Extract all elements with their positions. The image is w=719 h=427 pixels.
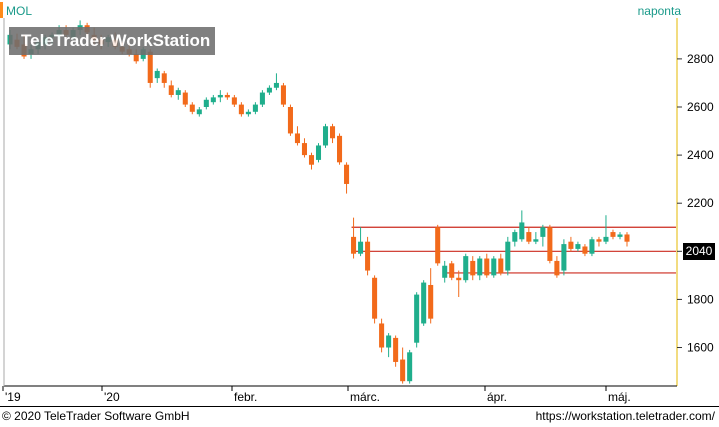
x-tick-label: ápr. xyxy=(487,390,507,404)
candle-down xyxy=(189,104,195,112)
candle-up xyxy=(210,97,216,103)
axes: 1600180020002200240026002800'19'20febr.m… xyxy=(2,52,714,404)
candle-up xyxy=(533,239,539,242)
candle-up xyxy=(603,236,609,242)
candle-down xyxy=(308,155,315,165)
candle-down xyxy=(435,227,441,264)
candle-down xyxy=(547,227,553,261)
plot-area xyxy=(3,18,678,387)
candle-down xyxy=(231,97,237,105)
x-tick-label: '19 xyxy=(5,390,21,404)
candle-up xyxy=(175,90,181,95)
candle-up xyxy=(589,239,595,254)
candle-down xyxy=(147,51,153,83)
candle-down xyxy=(351,236,357,254)
candle-up xyxy=(407,352,413,382)
candle-up xyxy=(491,258,497,276)
candle-up xyxy=(421,282,427,324)
y-tick-label: 2400 xyxy=(687,148,714,162)
x-tick-label: máj. xyxy=(608,390,631,404)
candle-down xyxy=(168,85,174,95)
candle-down xyxy=(470,260,476,276)
candle-up xyxy=(505,241,511,271)
y-tick-label: 2800 xyxy=(687,52,714,66)
y-tick-label: 2200 xyxy=(687,196,714,210)
candle-down xyxy=(554,260,560,276)
candle-up xyxy=(217,94,223,98)
footer-bar: © 2020 TeleTrader Software GmbH https://… xyxy=(0,406,719,427)
candle-down xyxy=(379,323,385,348)
horizontal-levels xyxy=(351,226,676,274)
instrument-color-marker xyxy=(0,2,3,18)
candlesticks xyxy=(7,20,630,384)
candle-down xyxy=(133,54,139,62)
candle-down xyxy=(365,241,371,271)
candle-up xyxy=(575,244,581,249)
watermark: TeleTrader WorkStation xyxy=(9,27,215,55)
candle-up xyxy=(196,109,202,115)
candle-up xyxy=(386,335,392,348)
candle-up xyxy=(358,241,364,254)
price-chart: 1600180020002200240026002800'19'20febr.m… xyxy=(2,18,714,404)
y-tick-label: 2600 xyxy=(687,100,714,114)
candle-down xyxy=(568,241,574,249)
candle-up xyxy=(154,70,160,79)
candle-down xyxy=(582,246,588,254)
candle-up xyxy=(273,82,279,88)
last-price-badge: 2040 xyxy=(683,243,715,260)
candle-up xyxy=(477,258,483,276)
y-tick-label: 1600 xyxy=(687,341,714,355)
candle-down xyxy=(344,164,350,184)
candle-down xyxy=(161,73,167,83)
candle-up xyxy=(322,126,329,146)
x-tick-label: márc. xyxy=(350,390,380,404)
candle-down xyxy=(294,133,300,144)
candle-down xyxy=(393,337,399,362)
candle-up xyxy=(512,232,518,242)
candle-up xyxy=(561,244,567,271)
candle-down xyxy=(449,263,455,278)
candle-down xyxy=(287,106,293,134)
candle-up xyxy=(519,222,525,240)
candle-up xyxy=(463,256,469,281)
x-tick-label: febr. xyxy=(234,390,257,404)
candle-down xyxy=(596,239,602,242)
candle-down xyxy=(182,92,188,105)
candle-down xyxy=(224,94,230,98)
candle-down xyxy=(526,232,532,242)
candle-up xyxy=(266,87,272,93)
candle-down xyxy=(329,126,336,139)
y-tick-label: 1800 xyxy=(687,292,714,306)
candle-up xyxy=(245,111,251,115)
candle-up xyxy=(540,227,546,237)
candle-down xyxy=(372,277,378,319)
candle-up xyxy=(414,294,420,343)
candle-down xyxy=(456,277,462,281)
candle-down xyxy=(301,143,308,156)
frequency-label[interactable]: naponta xyxy=(637,4,681,18)
candle-down xyxy=(484,258,490,276)
candle-up xyxy=(617,234,623,237)
instrument-title[interactable]: MOL xyxy=(6,4,33,18)
candle-down xyxy=(280,85,286,105)
candle-down xyxy=(498,258,504,273)
candle-up xyxy=(259,92,265,105)
candle-up xyxy=(442,265,448,278)
candle-up xyxy=(203,99,209,107)
candle-down xyxy=(624,234,630,242)
candle-down xyxy=(238,104,244,115)
candle-up xyxy=(252,104,258,112)
candle-up xyxy=(315,145,322,160)
candle-down xyxy=(400,359,406,382)
candle-down xyxy=(610,232,616,237)
candle-down xyxy=(337,135,343,163)
candle-down xyxy=(428,284,434,319)
footer-url-link[interactable]: https://workstation.teletrader.com/ xyxy=(535,409,715,423)
copyright-text: © 2020 TeleTrader Software GmbH xyxy=(2,409,190,423)
x-tick-label: '20 xyxy=(104,390,120,404)
